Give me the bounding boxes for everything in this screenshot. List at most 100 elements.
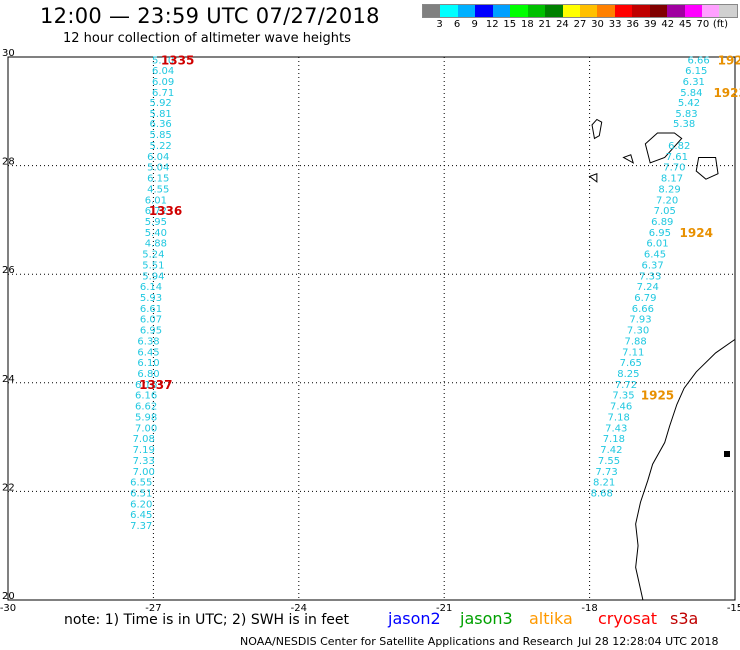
wave-height-value: 6.31 <box>683 77 705 88</box>
color-scale-ticks: 3 6 9 12 15 18 21 24 27 30 33 36 39 42 45 70 (ft) <box>422 18 738 32</box>
wave-height-value: 7.72 <box>615 380 637 391</box>
wave-height-value: 6.79 <box>634 293 656 304</box>
satellite-legend-entry: s3a <box>670 609 699 628</box>
wave-height-value: 6.80 <box>137 369 159 380</box>
scale-swatch <box>440 5 458 17</box>
wave-height-value: 5.10 <box>152 56 174 67</box>
scale-tick-label: 21 <box>538 19 552 30</box>
map-title: 12:00 — 23:59 UTC 07/27/2018 <box>40 4 380 28</box>
island-outline <box>644 132 683 164</box>
wave-height-value: 5.42 <box>678 98 700 109</box>
wave-height-value: 7.18 <box>608 412 630 423</box>
wave-height-value: 7.20 <box>656 195 678 206</box>
wave-height-value: 6.09 <box>152 77 174 88</box>
wave-height-value: 5.22 <box>150 141 172 152</box>
wave-height-value: 6.51 <box>130 488 152 499</box>
wave-height-value: 6.04 <box>152 66 174 77</box>
scale-swatch <box>614 5 633 17</box>
scale-tick-label: 18 <box>520 19 534 30</box>
pass-time-label: 1335 <box>161 54 194 68</box>
lat-tick-label: 28 <box>2 157 15 168</box>
wave-height-value: 7.24 <box>637 282 659 293</box>
lat-tick-label: 20 <box>2 591 15 602</box>
pass-time-label: 1337 <box>139 378 172 392</box>
wave-height-value: 8.68 <box>591 488 613 499</box>
generation-timestamp: Jul 28 12:28:04 UTC 2018 <box>578 635 719 648</box>
wave-height-value: 7.05 <box>654 206 676 217</box>
wave-height-value: 6.62 <box>135 402 157 413</box>
scale-swatch <box>475 5 493 17</box>
lat-tick-label: 22 <box>2 482 15 493</box>
lat-tick-label: 26 <box>2 265 15 276</box>
lon-tick-label: -15 <box>727 603 740 614</box>
satellite-legend-entry: cryosat <box>598 609 658 628</box>
wave-height-value: 5.84 <box>680 88 702 99</box>
island-outline <box>588 173 598 183</box>
coastline <box>635 338 736 601</box>
wave-height-value: 6.55 <box>130 478 152 489</box>
map-frame <box>7 56 736 601</box>
coast-marker <box>724 451 730 457</box>
wave-height-value: 7.61 <box>666 152 688 163</box>
scale-swatch <box>545 5 563 17</box>
wave-height-value: 5.51 <box>142 260 164 271</box>
wave-height-value: 5.94 <box>142 271 164 282</box>
wave-height-value: 8.29 <box>658 184 680 195</box>
island-outline <box>695 156 719 180</box>
wave-height-value: 5.24 <box>142 250 164 261</box>
wave-height-value: 7.37 <box>130 521 152 532</box>
wave-height-value: 6.66 <box>632 304 654 315</box>
lat-tick-label: 30 <box>2 48 15 59</box>
wave-height-value: 5.93 <box>140 293 162 304</box>
wave-height-value: 7.00 <box>133 467 155 478</box>
scale-tick-label: 24 <box>556 19 569 30</box>
scale-tick-label: 15 <box>503 19 517 30</box>
wave-height-value: 8.21 <box>593 478 615 489</box>
scale-tick-label: 36 <box>626 19 640 30</box>
scale-tick-label: 33 <box>608 19 622 30</box>
footer-note: note: 1) Time is in UTC; 2) SWH is in fe… <box>64 612 350 628</box>
wave-height-value: 7.33 <box>639 271 661 282</box>
wave-height-value: 7.11 <box>622 347 644 358</box>
scale-swatch <box>527 5 546 17</box>
satellite-legend-entry: altika <box>529 609 573 628</box>
wave-height-value: 5.81 <box>150 109 172 120</box>
scale-swatch <box>719 5 737 17</box>
lon-tick-label: -24 <box>291 603 307 614</box>
wave-height-value: 5.92 <box>150 98 172 109</box>
wave-height-value: 7.93 <box>629 315 651 326</box>
scale-tick-label: 3 <box>436 19 443 30</box>
wave-height-value: 6.37 <box>641 260 663 271</box>
wave-height-value: 6.89 <box>651 217 673 228</box>
scale-tick-label: 30 <box>591 19 604 30</box>
scale-tick-label: 70 <box>696 19 710 30</box>
island-outline <box>622 154 635 164</box>
lon-tick-label: -18 <box>581 603 597 614</box>
scale-tick-label: 27 <box>573 19 587 30</box>
scale-swatch <box>632 5 650 17</box>
scale-swatch <box>492 5 511 17</box>
wave-height-value: 5.83 <box>675 109 697 120</box>
scale-tick-label: 45 <box>678 19 692 30</box>
scale-swatch <box>649 5 668 17</box>
wave-height-value: 6.95 <box>140 326 162 337</box>
satellite-legend-entry: jason2 <box>388 609 441 628</box>
scale-swatch <box>684 5 702 17</box>
wave-height-value: 6.01 <box>646 239 668 250</box>
wave-height-value: 6.36 <box>150 119 172 130</box>
wave-height-value: 5.85 <box>150 130 172 141</box>
wave-height-value: 6.71 <box>152 88 174 99</box>
lon-tick-label: -30 <box>0 603 16 614</box>
wave-height-value: 6.61 <box>140 304 162 315</box>
wave-height-value: 6.82 <box>668 141 690 152</box>
lat-tick-label: 24 <box>2 374 15 385</box>
wave-height-value: 5.40 <box>145 228 167 239</box>
wave-height-value: 7.70 <box>663 163 685 174</box>
wave-height-value: 7.33 <box>133 456 155 467</box>
scale-swatch <box>702 5 720 17</box>
wave-height-value: 7.65 <box>620 358 642 369</box>
scale-swatch <box>579 5 598 17</box>
lon-tick-label: -27 <box>145 603 161 614</box>
scale-tick-label: 42 <box>661 19 675 30</box>
